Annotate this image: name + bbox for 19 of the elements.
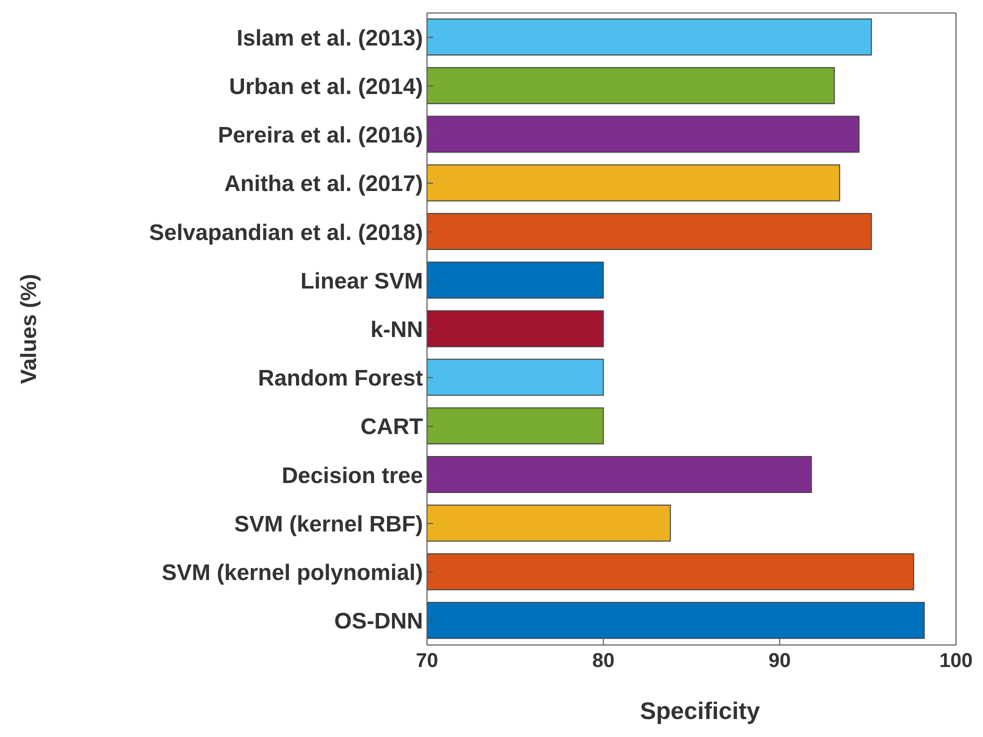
y-tick-label: Linear SVM [300, 268, 423, 294]
y-tick-label: SVM (kernel RBF) [234, 511, 423, 536]
y-tick-label: Selvapandian et al. (2018) [149, 220, 423, 245]
x-tick-label: 80 [592, 650, 614, 672]
x-tick-label: 90 [768, 650, 791, 672]
y-tick-label: OS-DNN [334, 608, 423, 634]
y-tick-label: CART [360, 414, 424, 440]
y-tick-label: k-NN [370, 316, 423, 342]
y-axis-title: Values (%) [16, 274, 41, 384]
x-axis-title: Specificity [638, 698, 762, 726]
y-tick-label: SVM (kernel polynomial) [162, 560, 423, 586]
y-tick-label: Random Forest [258, 366, 424, 391]
y-tick-label: Anitha et al. (2017) [224, 171, 423, 196]
y-tick-label: Decision tree [282, 462, 423, 488]
y-tick-label: Pereira et al. (2016) [218, 122, 423, 148]
x-tick-label: 100 [939, 650, 973, 672]
y-tick-label: Urban et al. (2014) [229, 74, 423, 99]
x-tick-label: 70 [416, 650, 438, 672]
y-tick-label: Islam et al. (2013) [236, 25, 423, 50]
